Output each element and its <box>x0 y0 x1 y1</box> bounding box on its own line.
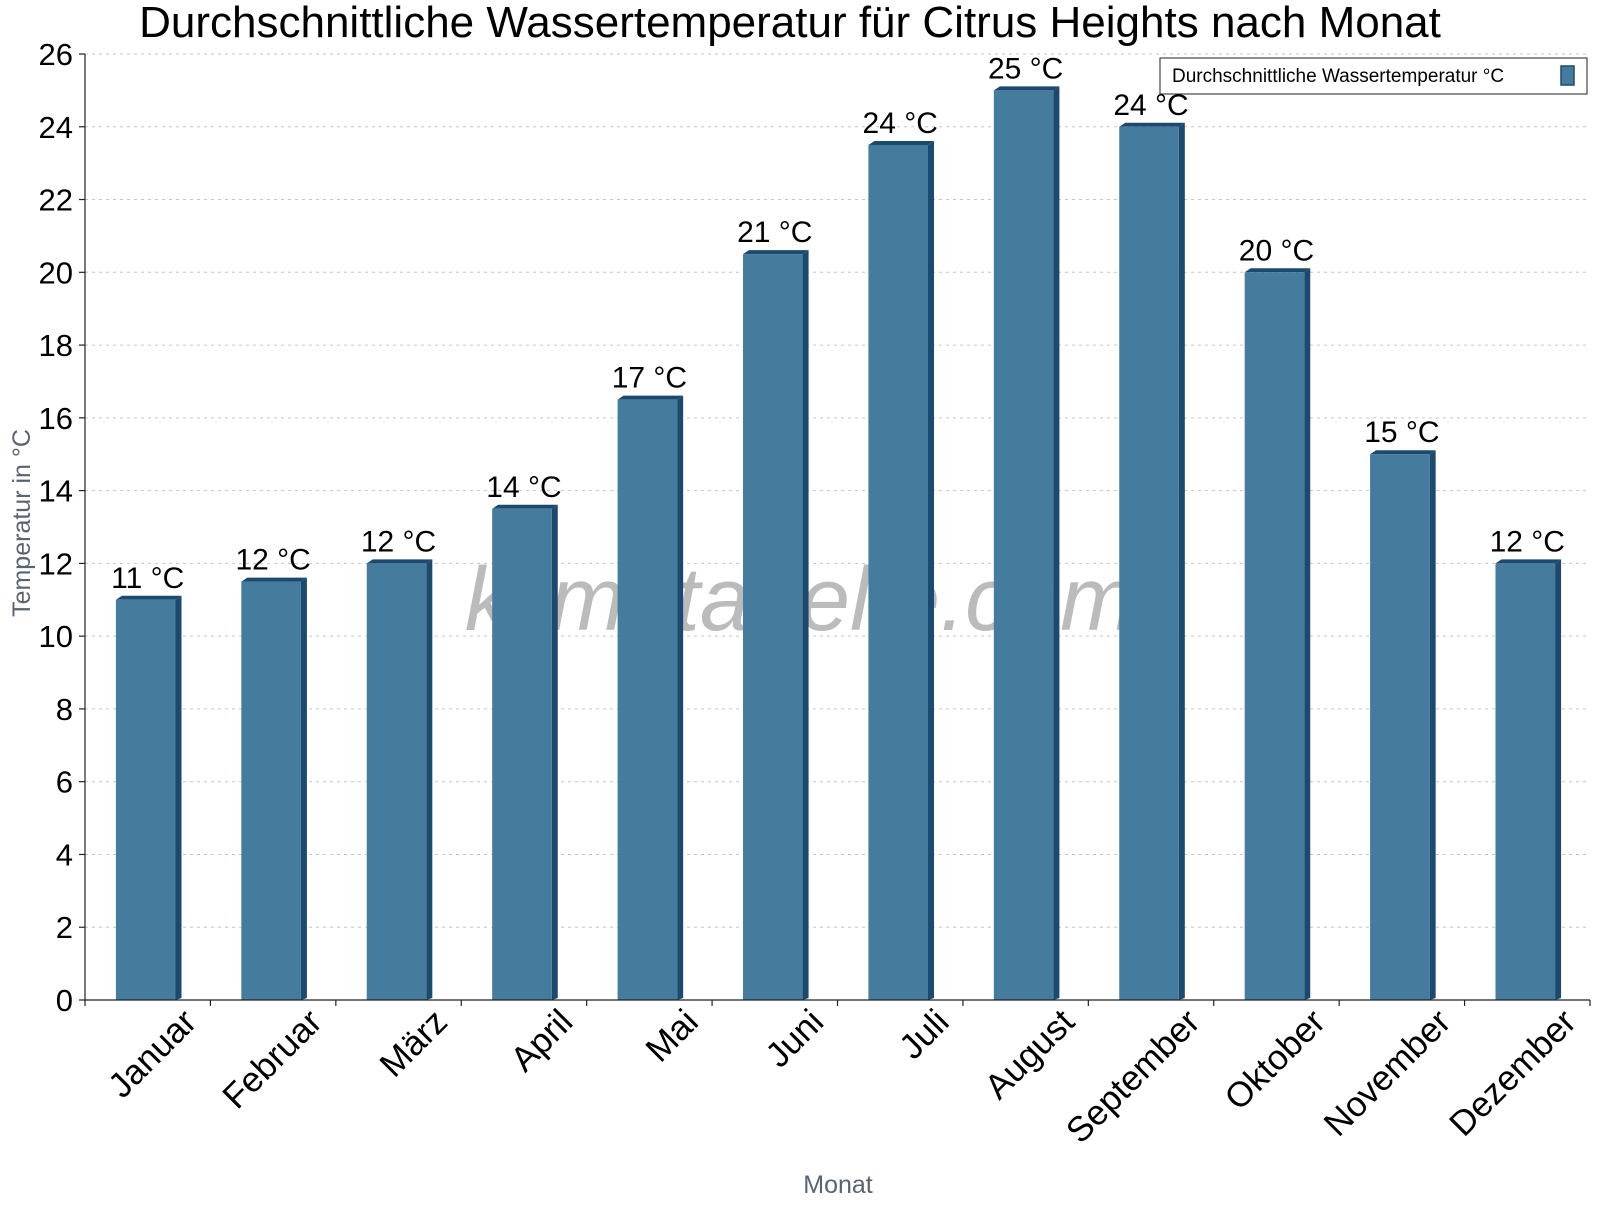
bar-top <box>241 577 307 582</box>
y-axis-label: Temperatur in °C <box>8 429 36 617</box>
y-tick-label: 14 <box>39 474 73 509</box>
y-tick-label: 8 <box>56 692 73 727</box>
y-tick-label: 2 <box>56 910 73 945</box>
y-tick-label: 20 <box>39 255 73 290</box>
bar-value-label: 12 °C <box>235 544 310 577</box>
bar-top <box>868 140 934 145</box>
y-tick-label: 26 <box>39 37 73 72</box>
bar-value-label: 11 °C <box>111 562 184 595</box>
bar-value-label: 17 °C <box>612 362 687 395</box>
bar <box>993 90 1054 1000</box>
bar-top <box>1370 450 1436 455</box>
y-tick-label: 6 <box>56 765 73 800</box>
bar <box>743 254 803 1001</box>
chart-title: Durchschnittliche Wassertemperatur für C… <box>139 0 1441 47</box>
y-tick-label: 24 <box>39 110 73 145</box>
bar-side <box>1178 122 1185 1001</box>
bar-side <box>1053 86 1060 1000</box>
bar <box>1495 563 1556 1000</box>
bar-value-label: 12 °C <box>361 525 436 558</box>
y-tick-label: 0 <box>56 983 73 1018</box>
bar <box>241 581 301 1000</box>
bar <box>868 144 928 1000</box>
y-tick-label: 4 <box>56 837 73 872</box>
x-tick-label: Juli <box>892 1002 957 1067</box>
bar-top <box>993 86 1060 91</box>
bar-top <box>1495 559 1562 564</box>
bar-side <box>551 504 558 1000</box>
bar-value-label: 21 °C <box>737 216 812 249</box>
y-tick-label: 16 <box>39 401 73 436</box>
bar <box>1370 454 1430 1000</box>
bar-side <box>677 395 684 1001</box>
x-tick-label: Dezember <box>1442 1002 1584 1144</box>
bar-side <box>927 140 934 1000</box>
legend: Durchschnittliche Wassertemperatur °C <box>1159 57 1588 95</box>
bar-top <box>617 395 684 400</box>
y-tick-label: 10 <box>39 619 73 654</box>
bar-labels: 11 °C 12 °C 12 °C 14 °C 17 °C 21 °C 24 °C 25 °C… <box>111 52 1565 594</box>
x-tick-labels: Januar Februar März April Mai Juni Juli AugustS… <box>101 1002 1584 1151</box>
bar-side <box>426 559 433 1000</box>
bar-value-label: 20 °C <box>1239 234 1314 267</box>
bar-side <box>300 577 307 1000</box>
legend-swatch <box>1560 65 1575 86</box>
x-tick-label: September <box>1059 1002 1208 1151</box>
bar-side <box>1304 268 1311 1000</box>
x-tick-label: November <box>1316 1002 1458 1144</box>
x-tick-label: Mai <box>638 1002 705 1069</box>
y-tick-label: 18 <box>39 328 73 363</box>
bar-value-label: 25 °C <box>988 52 1063 85</box>
bar <box>617 399 678 1001</box>
bar <box>492 508 552 1000</box>
bar-value-label: 15 °C <box>1364 416 1439 449</box>
bar <box>366 563 427 1000</box>
bar <box>1119 126 1179 1001</box>
legend-label: Durchschnittliche Wassertemperatur °C <box>1172 66 1504 87</box>
x-tick-label: Februar <box>215 1002 329 1116</box>
y-tick-label: 22 <box>39 183 73 218</box>
bar-top <box>743 250 809 255</box>
bar-value-label: 14 °C <box>486 471 561 504</box>
bar-top <box>492 504 558 509</box>
bar <box>1244 272 1305 1000</box>
bar-side <box>802 250 809 1001</box>
bar-top <box>115 595 182 600</box>
legend-box <box>1159 57 1588 95</box>
bar-top <box>1119 122 1185 127</box>
bars <box>115 86 1562 1001</box>
x-tick-label: Januar <box>101 1002 204 1105</box>
y-tick-label: 12 <box>39 546 73 581</box>
x-tick-label: August <box>977 1002 1082 1107</box>
bar-top <box>366 559 433 564</box>
x-tick-label: Juni <box>758 1002 831 1075</box>
x-tick-label: April <box>503 1002 580 1079</box>
x-tick-label: Oktober <box>1217 1002 1333 1118</box>
axes <box>79 53 1591 1006</box>
bar-side <box>1555 559 1562 1000</box>
x-tick-label: März <box>372 1002 455 1085</box>
bar-top <box>1244 268 1311 273</box>
bar-side <box>1429 450 1436 1000</box>
bar-side <box>175 595 182 1000</box>
x-axis-label: Monat <box>803 1171 873 1199</box>
gridlines <box>85 53 1590 928</box>
bar <box>115 599 176 1000</box>
bar-value-label: 12 °C <box>1490 525 1565 558</box>
bar-value-label: 24 °C <box>863 107 938 140</box>
